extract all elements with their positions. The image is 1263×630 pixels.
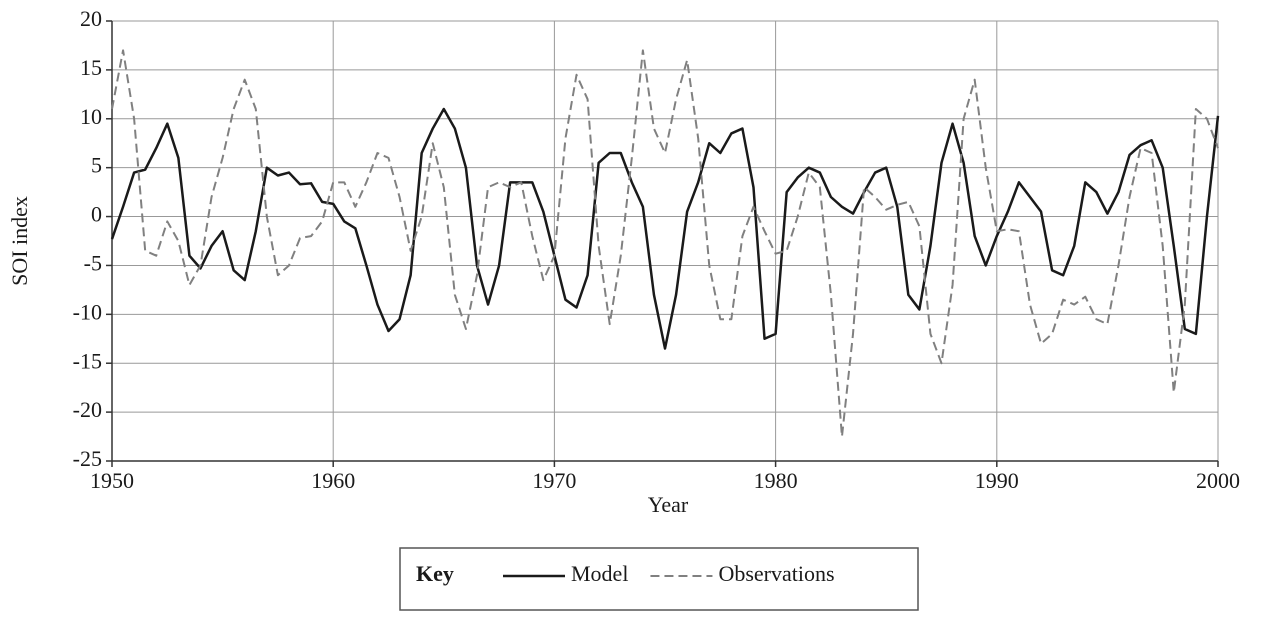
- data-line: [110, 107, 1220, 350]
- legend-label: Model: [571, 561, 628, 586]
- y-tick-label: -20: [73, 397, 102, 422]
- x-tick-label: 1960: [311, 468, 355, 493]
- y-tick-label: 10: [80, 104, 102, 129]
- legend-label: Observations: [718, 561, 834, 586]
- legend-box: [399, 547, 919, 611]
- y-tick-label: -10: [73, 299, 102, 324]
- data-line: [111, 49, 1219, 438]
- y-tick-label: 0: [91, 202, 102, 227]
- x-tick-label: 1980: [754, 468, 798, 493]
- y-tick-label: 15: [80, 55, 102, 80]
- x-tick-label: 2000: [1196, 468, 1240, 493]
- y-tick-label: -15: [73, 348, 102, 373]
- x-axis-title: Year: [648, 492, 689, 517]
- y-tick-label: 5: [91, 153, 102, 178]
- y-axis-title: SOI index: [7, 196, 32, 286]
- y-tick-label: -5: [84, 250, 102, 275]
- y-tick-label: 20: [80, 6, 102, 31]
- y-tick-label: -25: [73, 446, 102, 471]
- legend-title: Key: [416, 561, 454, 586]
- x-tick-label: 1950: [90, 468, 134, 493]
- x-tick-label: 1990: [975, 468, 1019, 493]
- x-tick-label: 1970: [532, 468, 576, 493]
